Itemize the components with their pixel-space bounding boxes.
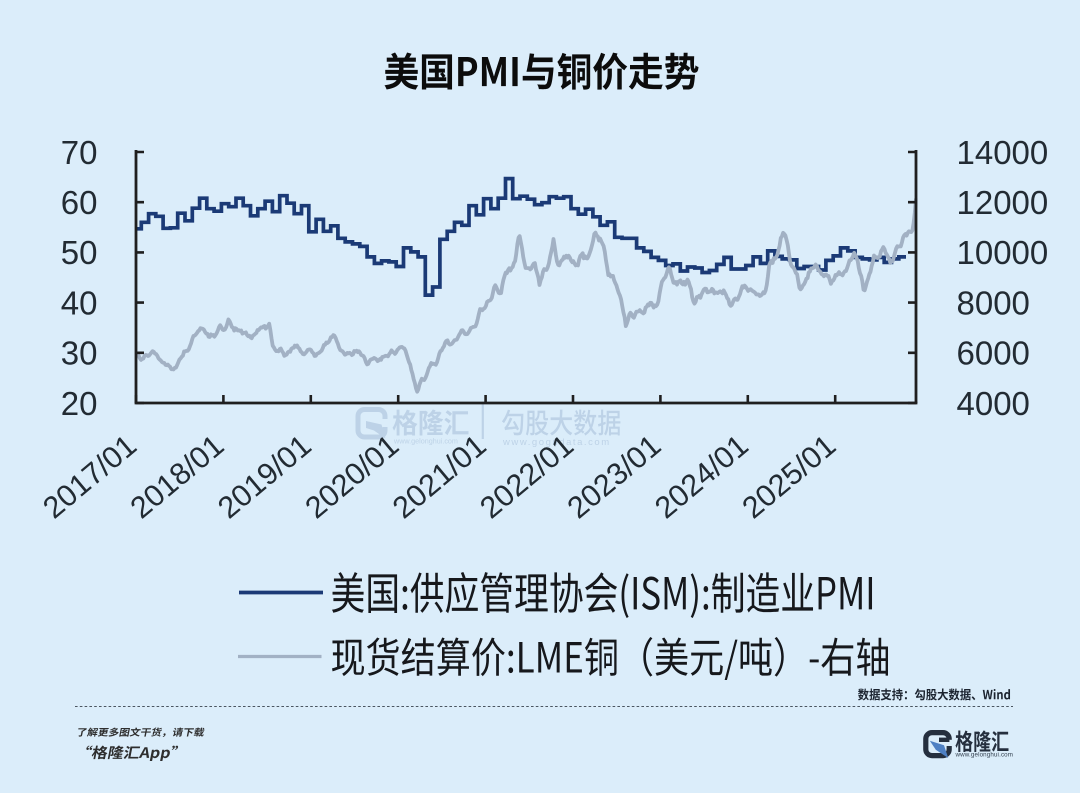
svg-text:www.gelonghui.com: www.gelonghui.com [955, 752, 1014, 759]
svg-text:60: 60 [61, 184, 98, 221]
svg-text:50: 50 [61, 234, 98, 271]
svg-text:4000: 4000 [957, 385, 1030, 422]
svg-text:10000: 10000 [957, 234, 1049, 271]
svg-text:12000: 12000 [957, 184, 1049, 221]
svg-text:40: 40 [61, 284, 98, 321]
svg-text:6000: 6000 [957, 335, 1030, 372]
svg-text:14000: 14000 [957, 134, 1049, 171]
svg-text:70: 70 [61, 134, 98, 171]
svg-text:www.gelonghui.com: www.gelonghui.com [393, 437, 458, 446]
svg-text:www.gogudata.com: www.gogudata.com [502, 437, 611, 448]
svg-text:8000: 8000 [957, 284, 1030, 321]
svg-text:30: 30 [61, 335, 98, 372]
svg-text:20: 20 [61, 385, 98, 422]
